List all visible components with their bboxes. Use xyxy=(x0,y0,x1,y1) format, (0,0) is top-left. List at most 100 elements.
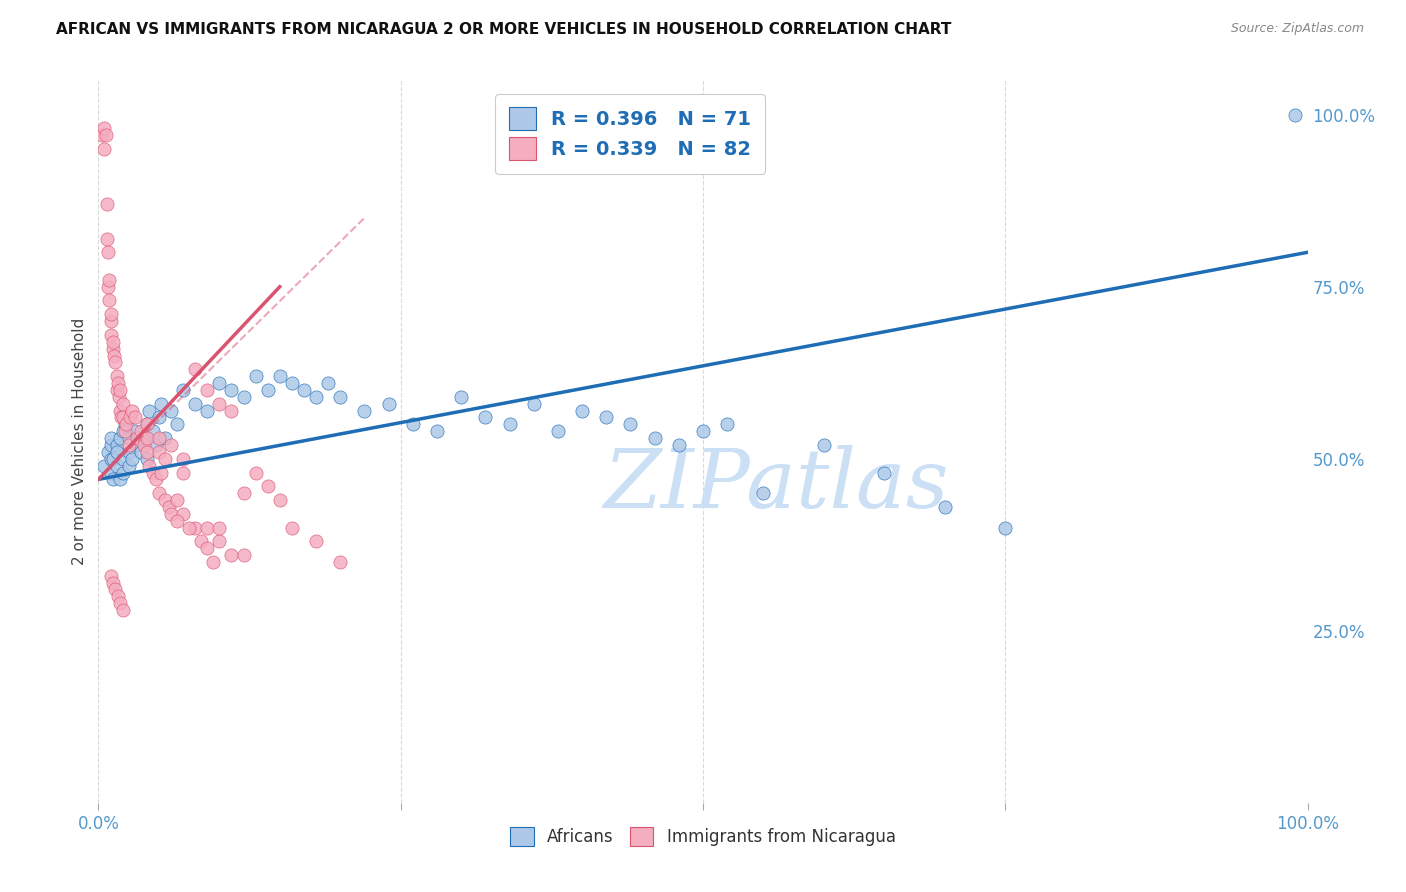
Point xyxy=(353,403,375,417)
Point xyxy=(98,273,121,287)
Point xyxy=(103,349,125,363)
Point xyxy=(93,458,115,473)
Point xyxy=(474,410,496,425)
Point xyxy=(108,383,131,397)
Point xyxy=(138,458,160,473)
Point xyxy=(232,390,254,404)
Point xyxy=(148,445,170,459)
Point xyxy=(692,424,714,438)
Point xyxy=(150,466,173,480)
Point xyxy=(127,438,149,452)
Point xyxy=(118,445,141,459)
Point xyxy=(135,417,157,432)
Point xyxy=(172,507,194,521)
Point xyxy=(208,534,231,549)
Point xyxy=(153,451,176,466)
Point xyxy=(118,458,141,473)
Point xyxy=(105,458,128,473)
Point xyxy=(160,403,183,417)
Point xyxy=(100,466,122,480)
Point xyxy=(135,431,157,445)
Point xyxy=(100,307,122,321)
Point xyxy=(93,142,115,156)
Point xyxy=(97,279,120,293)
Point xyxy=(101,334,124,349)
Point xyxy=(202,555,225,569)
Point xyxy=(184,362,207,376)
Point xyxy=(281,520,304,534)
Point xyxy=(148,486,170,500)
Point xyxy=(157,500,180,514)
Point xyxy=(111,466,134,480)
Point xyxy=(134,438,156,452)
Point xyxy=(100,314,122,328)
Point xyxy=(111,424,134,438)
Point xyxy=(150,397,173,411)
Point xyxy=(153,493,176,508)
Point xyxy=(101,575,124,590)
Point xyxy=(426,424,449,438)
Point xyxy=(108,431,131,445)
Point xyxy=(114,424,136,438)
Point xyxy=(111,603,134,617)
Point xyxy=(498,417,520,432)
Point xyxy=(97,245,120,260)
Point xyxy=(1284,108,1306,122)
Point xyxy=(135,451,157,466)
Point xyxy=(145,472,167,486)
Point xyxy=(101,342,124,356)
Point xyxy=(172,451,194,466)
Point xyxy=(108,596,131,610)
Point xyxy=(232,548,254,562)
Point xyxy=(184,520,207,534)
Point xyxy=(994,520,1017,534)
Point xyxy=(232,486,254,500)
Point xyxy=(221,383,243,397)
Point xyxy=(595,410,617,425)
Point xyxy=(121,451,143,466)
Point xyxy=(93,121,115,136)
Point xyxy=(114,417,136,432)
Point xyxy=(118,431,141,445)
Point xyxy=(619,417,641,432)
Point xyxy=(329,390,352,404)
Point xyxy=(129,445,152,459)
Point xyxy=(281,376,304,390)
Point xyxy=(184,397,207,411)
Point xyxy=(148,410,170,425)
Point xyxy=(94,128,117,143)
Point xyxy=(107,590,129,604)
Point xyxy=(98,293,121,308)
Point xyxy=(101,451,124,466)
Point xyxy=(97,445,120,459)
Point xyxy=(134,431,156,445)
Point xyxy=(96,197,118,211)
Point xyxy=(135,417,157,432)
Point xyxy=(111,451,134,466)
Point xyxy=(172,466,194,480)
Point xyxy=(329,555,352,569)
Point xyxy=(221,403,243,417)
Point xyxy=(377,397,399,411)
Point xyxy=(118,438,141,452)
Text: Source: ZipAtlas.com: Source: ZipAtlas.com xyxy=(1230,22,1364,36)
Point xyxy=(100,438,122,452)
Point xyxy=(135,445,157,459)
Point xyxy=(166,514,188,528)
Point xyxy=(179,520,201,534)
Point xyxy=(190,534,212,549)
Point xyxy=(256,479,278,493)
Point xyxy=(160,507,183,521)
Point xyxy=(100,327,122,342)
Point xyxy=(124,424,146,438)
Point xyxy=(269,493,291,508)
Point xyxy=(142,424,165,438)
Point xyxy=(107,376,129,390)
Point xyxy=(547,424,569,438)
Point xyxy=(523,397,546,411)
Point xyxy=(108,472,131,486)
Point xyxy=(142,466,165,480)
Text: ZIPatlas: ZIPatlas xyxy=(603,445,948,524)
Point xyxy=(111,410,134,425)
Point xyxy=(118,410,141,425)
